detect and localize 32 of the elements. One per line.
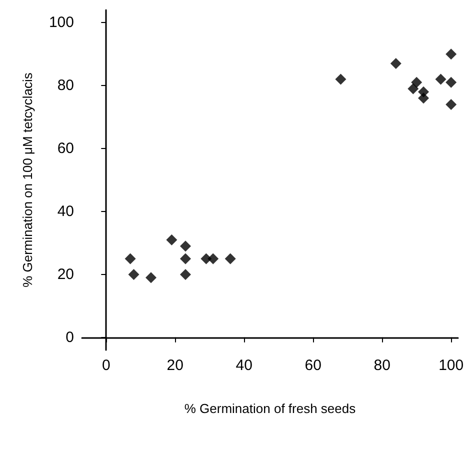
x-tick-label: 80: [374, 357, 390, 374]
x-axis-title: % Germination of fresh seeds: [184, 401, 356, 416]
point: [180, 240, 191, 252]
point: [435, 74, 446, 85]
x-tick-label: 20: [166, 357, 184, 374]
x-tick-label: 100: [438, 357, 464, 374]
point: [208, 253, 219, 264]
point: [446, 76, 457, 88]
point: [180, 268, 191, 280]
point: [335, 74, 346, 85]
point: [224, 253, 236, 264]
y-tick-label: 80: [57, 77, 74, 94]
point: [180, 253, 191, 264]
point: [446, 48, 457, 60]
point: [124, 253, 136, 264]
point: [408, 83, 419, 94]
point: [390, 58, 402, 70]
y-tick-label: 0: [66, 328, 74, 346]
point: [145, 272, 156, 284]
x-tick-label: 40: [236, 357, 252, 374]
y-tick-label: 40: [57, 202, 74, 220]
y-tick-label: 100: [48, 14, 74, 32]
y-tick-label: 60: [57, 140, 74, 158]
y-tick-label: 20: [57, 266, 74, 283]
point: [128, 268, 140, 280]
x-tick-label: 60: [304, 357, 322, 374]
x-tick-label: 0: [102, 357, 110, 374]
point: [411, 76, 422, 88]
point: [166, 234, 178, 246]
y-axis-title: % Germination on 100 μM tetcyclacis: [20, 72, 35, 288]
point: [446, 98, 457, 110]
point: [418, 92, 430, 104]
